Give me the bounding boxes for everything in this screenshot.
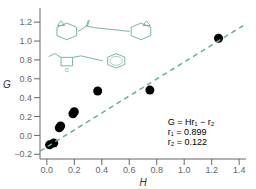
svg-text:G = Hr₁ − r₂: G = Hr₁ − r₂: [168, 117, 215, 127]
svg-text:0.2: 0.2: [68, 165, 81, 175]
svg-text:H: H: [139, 177, 147, 188]
svg-text:O: O: [65, 67, 69, 73]
svg-text:0.6: 0.6: [123, 165, 136, 175]
svg-text:0.4: 0.4: [96, 165, 109, 175]
svg-text:0.0: 0.0: [19, 131, 32, 141]
svg-text:1.2: 1.2: [205, 165, 218, 175]
svg-text:0.8: 0.8: [150, 165, 163, 175]
svg-text:1.2: 1.2: [19, 17, 32, 27]
svg-text:r₂ = 0.122: r₂ = 0.122: [168, 137, 207, 147]
svg-text:1.0: 1.0: [19, 36, 32, 46]
svg-text:1.0: 1.0: [178, 165, 191, 175]
svg-text:1.4: 1.4: [233, 165, 246, 175]
svg-text:r₁ = 0.899: r₁ = 0.899: [168, 127, 207, 137]
svg-text:0.4: 0.4: [19, 93, 32, 103]
svg-text:0.6: 0.6: [19, 74, 32, 84]
svg-text:−0.2: −0.2: [14, 149, 32, 159]
svg-text:G: G: [8, 79, 11, 90]
svg-text:0.2: 0.2: [19, 112, 32, 122]
svg-text:0.0: 0.0: [41, 165, 54, 175]
svg-text:0.8: 0.8: [19, 55, 32, 65]
